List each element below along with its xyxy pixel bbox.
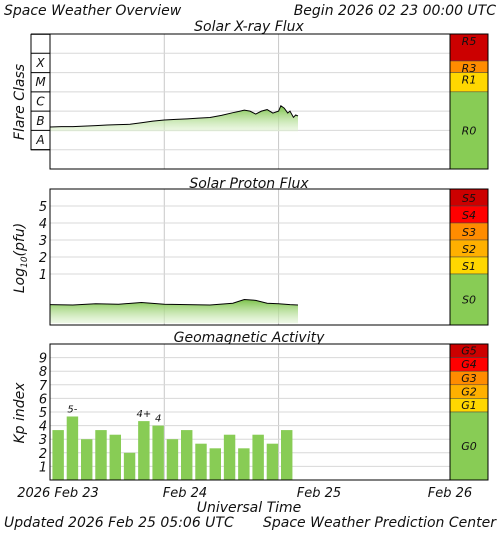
kp-scale-g0: [449, 411, 489, 481]
xray-plot-area: [50, 34, 488, 169]
proton-y-tick: 1: [39, 268, 47, 283]
kp-bar: [152, 425, 164, 480]
xray-frame: [49, 33, 489, 170]
kp-y-tick: 2: [39, 447, 47, 462]
xray-scale-r0: [449, 91, 489, 170]
x-tick-label: 2026 Feb 23: [17, 486, 99, 501]
kp-bar: [52, 430, 64, 480]
kp-bar: [66, 416, 79, 480]
kp-bar: [209, 448, 221, 480]
kp-y-tick: 7: [39, 379, 48, 394]
kp-bar: [181, 430, 193, 480]
kp-panel-title: Geomagnetic Activity: [174, 330, 325, 346]
proton-scale-label: S0: [462, 294, 476, 307]
flare-class-label: B: [36, 114, 44, 128]
xray-panel-title: Solar X-ray Flux: [194, 19, 304, 35]
proton-y-tick: 5: [39, 200, 47, 215]
x-tick-label: Feb 25: [297, 486, 341, 501]
proton-frame: [49, 188, 489, 326]
kp-bar: [95, 430, 107, 480]
kp-bar: [266, 443, 279, 480]
kp-y-tick: 6: [39, 392, 47, 407]
kp-scale-label: G1: [461, 399, 477, 412]
flare-class-label: X: [35, 56, 45, 70]
kp-bar: [81, 439, 93, 480]
proton-scale-label: S5: [462, 192, 476, 205]
kp-scale-label: G2: [461, 385, 477, 398]
kp-scale-label: G0: [461, 440, 477, 453]
proton-y-tick: 4: [39, 217, 47, 232]
kp-y-tick: 5: [39, 406, 47, 421]
kp-y-tick: 9: [39, 352, 47, 367]
proton-y-axis-label: Log10(pfu): [12, 223, 30, 293]
proton-scale-label: S1: [462, 260, 476, 273]
kp-bar: [109, 434, 121, 480]
proton-scale-label: S3: [462, 226, 476, 239]
flare-class-label: A: [35, 133, 44, 147]
kp-bar: [138, 421, 150, 480]
proton-panel-title: Solar Proton Flux: [189, 176, 309, 192]
xray-scale-label: R5: [462, 35, 477, 48]
proton-flux-line: [49, 298, 299, 306]
kp-scale-label: G3: [461, 372, 477, 385]
xray-scale-label: R0: [462, 124, 477, 137]
kp-bar: [123, 452, 136, 480]
kp-bar: [238, 448, 250, 480]
kp-bar: [223, 434, 236, 480]
proton-scale-s0: [449, 273, 489, 326]
plot-panels: XMCBAR5R3R1R054321S5S4S3S2S1S0987654321G…: [30, 33, 489, 481]
header-begin-time: Begin 2026 02 23 00:00 UTC: [294, 3, 497, 19]
xray-flux-line: [49, 104, 299, 128]
kp-y-tick: 3: [39, 433, 47, 448]
xray-scale-label: R3: [462, 62, 477, 75]
kp-bar: [281, 430, 293, 480]
proton-y-tick: 2: [39, 251, 47, 266]
kp-frame: [49, 343, 489, 481]
kp-y-tick: 8: [39, 365, 47, 380]
x-axis-label: Universal Time: [197, 500, 302, 516]
proton-flux-area: [50, 299, 298, 324]
kp-bar-label: 5-: [67, 404, 77, 415]
kp-bar-label: 4+: [136, 409, 151, 420]
kp-scale-label: G4: [461, 358, 477, 371]
kp-bar-label: 4: [155, 414, 161, 425]
xray-y-axis-label: Flare Class: [12, 64, 28, 140]
kp-scale-label: G5: [461, 345, 477, 358]
kp-bar: [252, 434, 264, 480]
header-title: Space Weather Overview: [4, 3, 182, 19]
kp-y-axis-label: Kp index: [12, 382, 28, 444]
proton-scale-label: S2: [462, 243, 476, 256]
x-tick-label: Feb 26: [428, 486, 472, 501]
x-tick-label: Feb 24: [163, 486, 207, 501]
footer-center: Space Weather Prediction Center: [263, 515, 497, 531]
kp-bar: [166, 439, 179, 480]
flare-class-label: C: [36, 95, 45, 109]
flare-class-label: M: [35, 75, 46, 89]
proton-y-tick: 3: [39, 234, 47, 249]
kp-y-tick: 1: [39, 460, 47, 475]
kp-bar: [195, 443, 207, 480]
footer-updated: Updated 2026 Feb 25 05:06 UTC: [4, 515, 234, 531]
xray-scale-label: R1: [462, 74, 477, 87]
kp-y-tick: 4: [39, 420, 47, 435]
proton-scale-label: S4: [462, 209, 476, 222]
